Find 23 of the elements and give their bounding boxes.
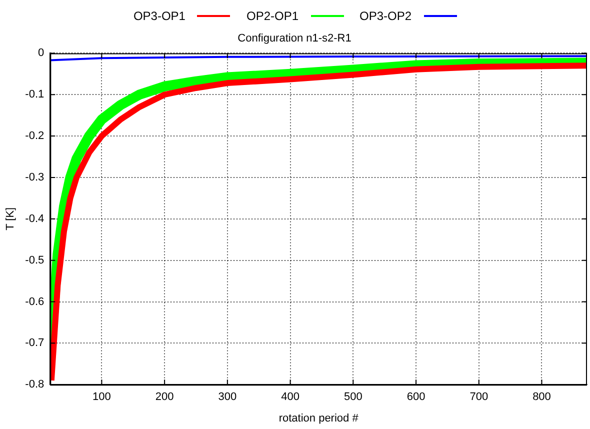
y-tick-label: -0.7	[25, 337, 44, 350]
y-tick-label: -0.1	[25, 88, 44, 101]
x-tick-label: 400	[281, 391, 300, 404]
legend-label: OP3-OP1	[133, 9, 186, 23]
y-tick-label: -0.5	[25, 254, 44, 266]
y-tick-label: -0.2	[25, 130, 44, 142]
x-tick-label: 700	[470, 391, 488, 404]
x-tick-label: 600	[406, 391, 426, 404]
y-tick-label: -0.4	[25, 212, 44, 225]
y-tick-label: -0.6	[25, 296, 44, 308]
y-tick-label: -0.3	[25, 172, 44, 184]
chart-title: Configuration n1-s2-R1	[238, 32, 352, 45]
x-tick-label: 100	[92, 391, 111, 404]
y-tick-label: 0	[38, 47, 44, 60]
x-tick-label: 300	[218, 391, 237, 404]
x-tick-label: 200	[155, 391, 174, 404]
legend-label: OP2-OP1	[246, 9, 299, 23]
x-axis-title: rotation period #	[278, 412, 360, 424]
x-tick-label: 500	[344, 391, 362, 404]
y-axis-title: T [K]	[4, 207, 17, 230]
x-tick-label: 800	[532, 391, 551, 404]
legend-label: OP3-OP2	[360, 9, 412, 23]
y-tick-label: -0.8	[25, 378, 44, 391]
